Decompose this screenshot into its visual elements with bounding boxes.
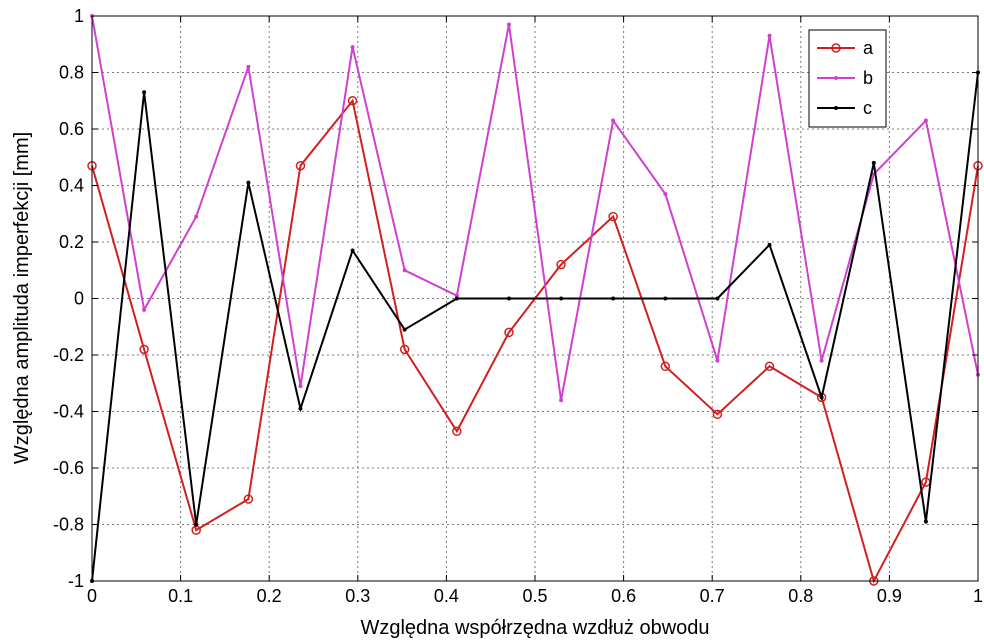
x-tick-label: 0.6 bbox=[611, 586, 636, 606]
data-point bbox=[506, 296, 511, 301]
y-axis-title: Względna amplituda imperfekcji [mm] bbox=[11, 132, 33, 464]
axis-ticks: 0 0.1 0.2 0.3 0.4 0.5 0.6 0.7 0.8 0.9 1 -1 -0.8 -0.6 -… bbox=[53, 6, 983, 606]
data-point bbox=[399, 344, 410, 355]
data-point bbox=[660, 361, 671, 372]
data-point bbox=[767, 33, 772, 38]
data-point bbox=[246, 64, 251, 69]
legend-marker bbox=[831, 43, 841, 53]
legend-item-b: b bbox=[817, 68, 873, 88]
legend: abc bbox=[808, 29, 887, 128]
x-tick-label: 1 bbox=[973, 586, 983, 606]
data-point bbox=[819, 358, 824, 363]
data-point bbox=[452, 426, 462, 437]
x-tick-label: 0.3 bbox=[345, 586, 370, 606]
legend-label: c bbox=[863, 98, 872, 118]
data-point bbox=[715, 358, 720, 363]
x-tick-label: 0.8 bbox=[788, 586, 813, 606]
data-point bbox=[298, 406, 303, 411]
data-point bbox=[871, 160, 876, 165]
data-point bbox=[923, 519, 928, 524]
x-tick-label: 0.1 bbox=[168, 586, 193, 606]
legend-label: a bbox=[863, 38, 874, 58]
legend-label: b bbox=[863, 68, 873, 88]
data-point bbox=[194, 214, 199, 219]
series-b bbox=[90, 14, 980, 403]
series-line-c bbox=[91, 72, 979, 582]
data-point bbox=[923, 118, 928, 123]
data-point bbox=[402, 268, 407, 273]
series-c bbox=[90, 70, 980, 583]
data-point bbox=[139, 344, 149, 355]
data-point bbox=[454, 296, 459, 301]
series-layer bbox=[87, 14, 983, 586]
x-tick-label: 0.7 bbox=[700, 586, 725, 606]
data-point bbox=[506, 22, 511, 27]
x-tick-label: 0 bbox=[87, 586, 97, 606]
y-tick-label: -0.8 bbox=[53, 515, 84, 535]
y-tick-label: -0.6 bbox=[53, 458, 84, 478]
data-point bbox=[194, 522, 199, 527]
data-point bbox=[243, 494, 254, 504]
data-point bbox=[611, 296, 616, 301]
grid-lines bbox=[92, 16, 978, 581]
data-point bbox=[556, 259, 566, 270]
data-point bbox=[298, 384, 303, 389]
data-point bbox=[504, 327, 514, 338]
legend-marker bbox=[834, 106, 838, 110]
legend-item-c: c bbox=[817, 98, 872, 118]
data-point bbox=[347, 96, 358, 106]
data-point bbox=[715, 296, 720, 301]
data-point bbox=[559, 296, 564, 301]
y-tick-label: 0 bbox=[74, 289, 84, 309]
data-point bbox=[559, 398, 564, 403]
x-tick-label: 0.4 bbox=[434, 586, 459, 606]
data-point bbox=[142, 90, 147, 95]
y-tick-label: -1 bbox=[68, 571, 84, 591]
legend-marker bbox=[834, 76, 838, 80]
data-point bbox=[663, 191, 668, 196]
data-point bbox=[350, 45, 355, 50]
data-point bbox=[611, 118, 616, 123]
x-tick-label: 0.9 bbox=[877, 586, 902, 606]
legend-item-a: a bbox=[817, 38, 874, 58]
data-point bbox=[246, 180, 251, 185]
y-tick-label: -0.4 bbox=[53, 402, 84, 422]
x-tick-label: 0.2 bbox=[257, 586, 282, 606]
data-point bbox=[767, 242, 772, 247]
x-tick-label: 0.5 bbox=[522, 586, 547, 606]
data-point bbox=[142, 307, 147, 312]
x-axis-title: Względna współrzędna wzdłuż obwodu bbox=[360, 617, 709, 639]
data-point bbox=[454, 293, 459, 298]
y-tick-label: 0.8 bbox=[59, 63, 84, 83]
series-line-b bbox=[91, 15, 979, 401]
data-point bbox=[608, 211, 618, 222]
data-point bbox=[712, 409, 723, 420]
data-point bbox=[819, 395, 824, 400]
y-tick-label: -0.2 bbox=[53, 345, 84, 365]
y-tick-label: 1 bbox=[74, 6, 84, 26]
y-tick-label: 0.6 bbox=[59, 119, 84, 139]
y-tick-label: 0.2 bbox=[59, 232, 84, 252]
data-point bbox=[663, 296, 668, 301]
y-tick-label: 0.4 bbox=[59, 176, 84, 196]
data-point bbox=[402, 327, 407, 332]
data-point bbox=[350, 248, 355, 253]
data-point bbox=[764, 361, 775, 372]
data-point bbox=[295, 160, 306, 171]
